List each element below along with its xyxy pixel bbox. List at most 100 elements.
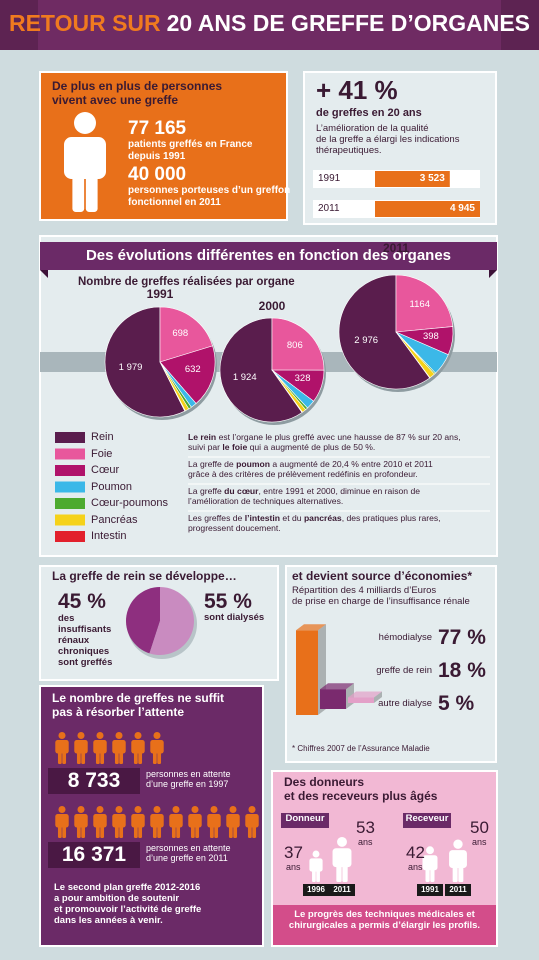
- year-label: 1996: [307, 885, 325, 894]
- bar-side: [374, 691, 382, 703]
- torso: [422, 855, 438, 871]
- age-value: 53: [356, 818, 375, 837]
- pie-slice: [104, 306, 186, 418]
- leg: [81, 824, 86, 838]
- person-icon: [245, 806, 259, 838]
- bar-value-label: 3 523: [419, 173, 445, 184]
- group-tag-label: Donneur: [285, 813, 325, 824]
- economy-label: autre dialyse: [378, 698, 432, 709]
- bar-front: [348, 697, 374, 703]
- leg: [214, 824, 219, 838]
- legend-label: Foie: [91, 447, 113, 460]
- economy-value: 5 %: [438, 692, 475, 715]
- pie-year: 2011: [382, 241, 410, 255]
- torso: [74, 814, 88, 828]
- note: La greffe de poumon a augmenté de 20,4 %…: [188, 459, 488, 480]
- year-box: [417, 884, 443, 896]
- kidney-value: 55 %: [204, 590, 252, 613]
- economy-value: 77 %: [438, 626, 486, 649]
- legend-swatch: [55, 448, 85, 460]
- footnote: * Chiffres 2007 de l’Assurance Maladie: [292, 744, 430, 753]
- leg: [133, 750, 138, 764]
- torso: [93, 740, 107, 754]
- living-title: De plus en plus de personnes vivent avec…: [52, 79, 223, 107]
- group-tag: [281, 813, 329, 828]
- age-unit: ans: [472, 837, 487, 847]
- stat-text: personnes porteuses d’un greffon fonctio…: [128, 185, 291, 208]
- head: [115, 732, 123, 740]
- person-icon: [226, 806, 240, 838]
- leg: [157, 750, 162, 764]
- torso: [332, 848, 352, 868]
- torso: [309, 858, 323, 872]
- head: [96, 806, 104, 814]
- legend-swatch: [55, 481, 85, 493]
- age-figure: [449, 839, 467, 882]
- economy-bar: [320, 683, 354, 709]
- torso: [74, 740, 88, 754]
- head: [96, 732, 104, 740]
- legend-label: Cœur: [91, 464, 120, 476]
- group-tag-label: Receveur: [405, 813, 449, 824]
- pie-slice: [159, 361, 186, 412]
- leg: [133, 824, 138, 838]
- person-icon: [93, 732, 107, 764]
- pie-slice: [125, 587, 160, 654]
- leg: [119, 750, 124, 764]
- note-segment: La greffe: [188, 486, 225, 496]
- person-icon: [93, 806, 107, 838]
- person-icon: [150, 806, 164, 838]
- bar: [375, 201, 480, 217]
- person-icon: [55, 732, 69, 764]
- person-silhouette: [64, 112, 106, 212]
- bar-front: [296, 630, 318, 715]
- leg: [425, 867, 430, 882]
- economy-box: [285, 565, 497, 763]
- banner-end: [489, 270, 497, 278]
- head: [337, 836, 347, 847]
- leg: [171, 824, 176, 838]
- title-accent: RETOUR SUR: [8, 10, 161, 36]
- pie-value-label: 806: [286, 340, 303, 352]
- head: [312, 850, 320, 858]
- pie-slice: [271, 317, 325, 371]
- year-label: 2011: [333, 885, 351, 894]
- head: [153, 732, 161, 740]
- leg: [95, 750, 100, 764]
- head: [77, 732, 85, 740]
- leg: [336, 863, 342, 882]
- torso: [131, 814, 145, 828]
- person-icon: [207, 806, 221, 838]
- torso: [64, 137, 106, 179]
- person-icon: [131, 732, 145, 764]
- torso: [449, 850, 467, 868]
- head: [453, 839, 463, 849]
- waiting-title: Le nombre de greffes ne suffit pas à rés…: [52, 691, 225, 719]
- pie-value-label: 632: [184, 364, 201, 376]
- torso: [150, 814, 164, 828]
- bar-value-label: 4 945: [449, 203, 475, 214]
- stat-band: [48, 768, 140, 794]
- torso: [112, 814, 126, 828]
- note-segment: du cœur: [224, 486, 259, 496]
- leg: [119, 824, 124, 838]
- bar-top: [348, 691, 382, 698]
- stat-text: patients greffés en France depuis 1991: [128, 139, 253, 162]
- head: [115, 806, 123, 814]
- stat-value: 40 000: [128, 164, 187, 185]
- person-icon: [131, 806, 145, 838]
- pie-value-label: 698: [172, 327, 189, 339]
- leg: [76, 824, 81, 838]
- leg: [114, 750, 119, 764]
- ages-note: Le progrès des techniques médicales et c…: [288, 909, 481, 931]
- person-icon: [112, 732, 126, 764]
- pie-slice: [271, 369, 303, 413]
- ages-footer: [273, 905, 496, 945]
- bar: [375, 171, 450, 187]
- legend-label: Rein: [91, 431, 114, 443]
- age-value: 50: [470, 818, 489, 837]
- person-icon: [150, 732, 164, 764]
- leg: [342, 863, 348, 882]
- leg: [114, 824, 119, 838]
